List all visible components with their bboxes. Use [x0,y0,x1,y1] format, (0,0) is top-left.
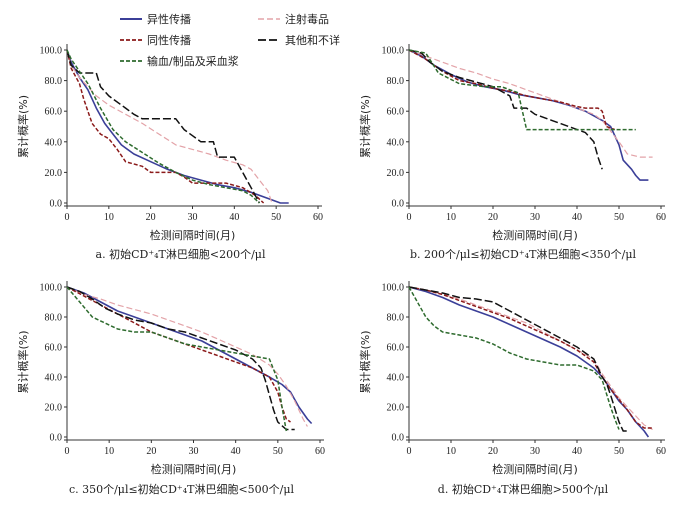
series-line [66,49,260,204]
y-tick-label: 20.0 [45,403,63,414]
panel-caption: d. 初始CD⁺₄T淋巴细胞>500个/μl [438,482,609,496]
series-line [408,286,620,430]
x-tick-label: 0 [65,212,70,223]
panel-caption: c. 350个/μl≤初始CD⁺₄T淋巴细胞<500个/μl [69,482,295,496]
series-line [66,286,308,427]
y-axis-label: 累计概率(%) [358,330,372,393]
x-tick-label: 20 [488,446,498,457]
y-tick-label: 20.0 [45,168,63,179]
legend-label: 同性传播 [147,33,191,47]
y-tick-label: 60.0 [45,107,63,118]
series-line [66,286,295,431]
x-tick-label: 20 [488,212,498,223]
legend-label: 输血/制品及采血浆 [147,54,239,68]
series-line [66,286,291,423]
y-tick-label: 100.0 [382,46,405,57]
x-tick-label: 10 [104,446,114,457]
x-tick-label: 40 [572,446,582,457]
x-tick-label: 10 [104,212,114,223]
series-line [408,49,649,181]
series-line [408,49,636,131]
chart-panel-2: 0.0 20.0 40.0 60.0 80.0 100.0 0 10 20 30 40 50 60 检测间… [16,281,325,496]
y-tick-label: 0.0 [50,433,63,444]
series-line [408,286,628,432]
y-tick-label: 60.0 [45,343,63,354]
x-tick-label: 30 [189,446,199,457]
series-line [66,49,261,204]
x-tick-label: 40 [572,212,582,223]
x-tick-label: 10 [446,446,456,457]
panel-caption: a. 初始CD⁺₄T淋巴细胞<200个/μl [96,247,266,261]
series-line [66,49,273,204]
series-line [66,286,288,432]
series-line [66,286,313,425]
y-tick-label: 60.0 [387,343,405,354]
y-tick-label: 20.0 [387,403,405,414]
x-tick-label: 20 [146,212,156,223]
x-tick-label: 0 [407,212,412,223]
x-tick-label: 50 [614,446,624,457]
y-tick-label: 20.0 [387,168,405,179]
y-tick-label: 100.0 [382,283,405,294]
x-tick-label: 0 [65,446,70,457]
y-tick-label: 80.0 [387,76,405,87]
y-axis-label: 累计概率(%) [358,95,372,158]
x-axis-label: 检测间隔时间(月) [492,462,578,476]
y-tick-label: 100.0 [40,46,63,57]
series-line [408,286,650,438]
panel-caption: b. 200个/μl≤初始CD⁺₄T淋巴细胞<350个/μl [410,247,636,261]
y-tick-label: 40.0 [387,373,405,384]
series-line [408,286,653,429]
x-tick-label: 50 [273,446,283,457]
chart-panel-3: 0.0 20.0 40.0 60.0 80.0 100.0 0 10 20 30 40 50 60 检测间… [358,281,666,496]
series-line [408,49,603,170]
y-tick-label: 80.0 [45,76,63,87]
x-tick-label: 60 [656,446,666,457]
y-tick-label: 40.0 [387,137,405,148]
y-axis-label: 累计概率(%) [16,330,30,393]
x-tick-label: 40 [229,212,239,223]
series-line [408,49,653,158]
x-tick-label: 30 [530,212,540,223]
x-tick-label: 50 [271,212,281,223]
chart-panel-0: 0.0 20.0 40.0 60.0 80.0 100.0 0 10 20 30 40 50 60 检测间… [16,44,323,261]
x-axis-label: 检测间隔时间(月) [150,228,236,242]
series-line [66,49,265,204]
x-tick-label: 30 [530,446,540,457]
y-tick-label: 60.0 [387,107,405,118]
x-axis-label: 检测间隔时间(月) [492,228,578,242]
x-tick-label: 0 [407,446,412,457]
x-tick-label: 30 [188,212,198,223]
x-tick-label: 60 [313,212,323,223]
x-tick-label: 60 [656,212,666,223]
y-axis-label: 累计概率(%) [16,95,30,158]
y-tick-label: 0.0 [50,199,63,210]
series-line [408,49,616,131]
series-line [408,286,653,431]
series-line [66,49,289,204]
legend-label: 异性传播 [147,12,191,26]
legend-label: 注射毒品 [285,12,329,26]
x-tick-label: 40 [231,446,241,457]
y-tick-label: 0.0 [392,433,405,444]
legend-label: 其他和不详 [285,33,340,47]
chart-panel-1: 0.0 20.0 40.0 60.0 80.0 100.0 0 10 20 30 40 50 60 检测间… [358,44,666,261]
x-axis-label: 检测间隔时间(月) [151,462,237,476]
x-tick-label: 50 [614,212,624,223]
y-tick-label: 0.0 [392,199,405,210]
y-tick-label: 80.0 [45,313,63,324]
x-tick-label: 10 [446,212,456,223]
y-tick-label: 80.0 [387,313,405,324]
y-tick-label: 100.0 [40,283,63,294]
y-tick-label: 40.0 [45,137,63,148]
y-tick-label: 40.0 [45,373,63,384]
x-tick-label: 60 [315,446,325,457]
x-tick-label: 20 [146,446,156,457]
